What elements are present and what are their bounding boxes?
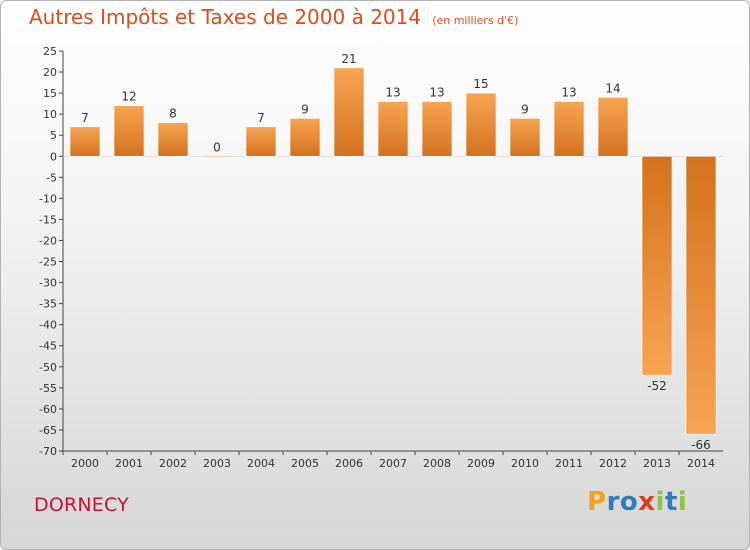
brand-letter: i (677, 487, 688, 517)
bar (113, 105, 145, 157)
data-label: 14 (605, 81, 620, 95)
y-tick-label: -15 (39, 213, 57, 226)
y-tick-label: -70 (39, 445, 57, 458)
y-tick-label: -25 (39, 256, 57, 269)
data-label: 7 (81, 111, 89, 125)
brand-letter: o (619, 487, 639, 517)
bar (553, 101, 585, 157)
bar (597, 97, 629, 157)
brand-logo: Proxiti (587, 487, 687, 517)
x-tick-label: 2002 (159, 457, 187, 470)
data-label: 13 (429, 86, 444, 100)
bar (201, 155, 233, 158)
x-tick-label: 2010 (511, 457, 539, 470)
bar (289, 118, 321, 157)
y-tick-label: -55 (39, 382, 57, 395)
y-tick-label: 0 (50, 150, 57, 163)
x-tick-label: 2011 (555, 457, 583, 470)
bar (333, 67, 365, 157)
bars (69, 67, 717, 435)
x-tick-label: 2008 (423, 457, 451, 470)
y-tick-label: -65 (39, 424, 57, 437)
data-label: -66 (691, 438, 711, 452)
bar (245, 126, 277, 157)
y-tick-label: 10 (43, 108, 57, 121)
data-label: 8 (169, 107, 177, 121)
x-tick-label: 2012 (599, 457, 627, 470)
y-tick-label: 25 (43, 45, 57, 58)
data-labels: 7 12 8 0 7 9 21 13 13 15 9 13 14 -52 -66 (81, 52, 711, 452)
town-name: DORNECY (34, 494, 129, 516)
x-tick-label: 2014 (687, 457, 715, 470)
bar (685, 155, 717, 435)
bar (377, 101, 409, 157)
data-label: 13 (561, 86, 576, 100)
data-label: 9 (301, 102, 309, 116)
x-tick-label: 2003 (203, 457, 231, 470)
x-tick-label: 2000 (71, 457, 99, 470)
brand-letter: x (638, 487, 656, 517)
x-tick-label: 2001 (115, 457, 143, 470)
y-tick-label: -10 (39, 192, 57, 205)
x-tick-label: 2006 (335, 457, 363, 470)
data-label: 7 (257, 111, 265, 125)
x-tick-label: 2005 (291, 457, 319, 470)
y-tick-label: 15 (43, 87, 57, 100)
brand-letter: P (587, 487, 607, 517)
y-tick-label: -35 (39, 298, 57, 311)
brand-letter: i (655, 487, 665, 517)
bar (641, 155, 673, 376)
y-tick-label: -45 (39, 340, 57, 353)
data-label: 15 (473, 77, 488, 91)
y-tick-label: 20 (43, 66, 57, 79)
bar (465, 92, 497, 157)
y-tick-label: -50 (39, 361, 57, 374)
y-tick-label: -20 (39, 234, 57, 247)
data-label: 9 (521, 102, 529, 116)
bar (157, 122, 189, 157)
brand-letter: t (664, 487, 678, 517)
x-axis: 2000 2001 2002 2003 2004 2005 2006 2007 2008 2009… (62, 156, 723, 470)
bar (421, 101, 453, 157)
data-label: 12 (121, 90, 136, 104)
data-label: -52 (647, 379, 667, 393)
y-tick-label: -30 (39, 277, 57, 290)
y-tick-label: -5 (46, 171, 57, 184)
y-tick-label: 5 (50, 129, 57, 142)
x-tick-label: 2007 (379, 457, 407, 470)
bar (509, 118, 541, 157)
x-tick-label: 2004 (247, 457, 275, 470)
y-tick-label: -60 (39, 403, 57, 416)
x-tick-label: 2013 (643, 457, 671, 470)
bar (69, 126, 101, 157)
y-axis: 25 20 15 10 5 0 -5 -10 -15 -20 -25 -30 -35 -40 -45 -50 -… (39, 45, 64, 458)
title-row: Autres Impôts et Taxes de 2000 à 2014 (e… (29, 5, 518, 29)
x-tick-label: 2009 (467, 457, 495, 470)
y-tick-label: -40 (39, 319, 57, 332)
chart-subtitle: (en milliers d'€) (432, 14, 519, 27)
data-label: 13 (385, 86, 400, 100)
data-label: 0 (213, 140, 221, 154)
chart-title: Autres Impôts et Taxes de 2000 à 2014 (29, 5, 422, 29)
data-label: 21 (341, 52, 356, 66)
brand-letter: r (606, 487, 620, 517)
